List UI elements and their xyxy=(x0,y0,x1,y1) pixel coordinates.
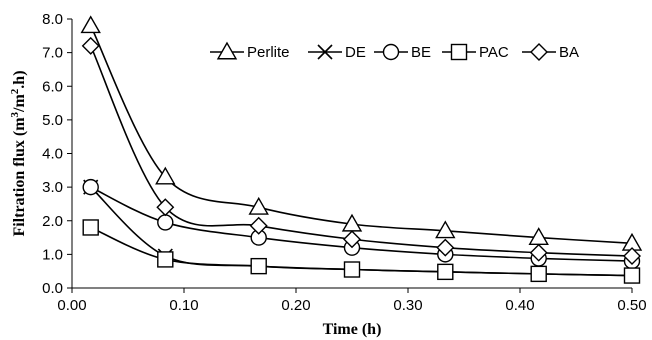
legend-label: PAC xyxy=(479,44,509,61)
y-tick-label: 1.0 xyxy=(42,246,63,263)
y-tick-label: 3.0 xyxy=(42,179,63,196)
y-axis-title: Filtration flux (m3/m2.h) xyxy=(9,70,28,236)
data-point-pac xyxy=(530,265,547,283)
data-point-be xyxy=(82,178,99,196)
x-tick-label: 0.50 xyxy=(617,297,646,314)
legend-marker xyxy=(450,43,468,61)
data-point-perlite xyxy=(155,166,176,185)
data-point-pac xyxy=(82,219,99,236)
legend-marker xyxy=(530,43,548,61)
legend-label: Perlite xyxy=(247,44,290,61)
y-tick-label: 8.0 xyxy=(42,11,63,28)
data-point-pac xyxy=(250,257,267,275)
y-tick-label: 4.0 xyxy=(42,146,63,163)
x-tick-label: 0.10 xyxy=(169,297,198,314)
legend-item-be: BE xyxy=(374,43,431,61)
data-point-pac xyxy=(437,263,454,281)
x-tick-label: 0.40 xyxy=(505,297,534,314)
series-pac xyxy=(82,219,641,284)
data-point-perlite xyxy=(435,220,456,239)
legend-marker xyxy=(317,44,333,60)
data-point-perlite xyxy=(80,15,101,34)
data-point-ba xyxy=(343,230,361,249)
legend-item-perlite: Perlite xyxy=(210,41,290,61)
legend-marker xyxy=(216,41,238,60)
y-tick-label: 0.0 xyxy=(42,280,63,297)
data-point-pac xyxy=(623,267,641,284)
x-axis-title: Time (h) xyxy=(323,321,382,338)
data-point-ba xyxy=(436,238,455,257)
y-tick-label: 2.0 xyxy=(42,213,63,230)
legend: Perlite DE BE PAC BA xyxy=(210,41,579,61)
x-tick-label: 0.30 xyxy=(393,297,422,314)
axes: 0.0 1.0 2.0 3.0 4.0 5.0 6.0 7.0 8.0 0.00 0.10 0.20 0… xyxy=(42,11,646,314)
legend-item-de: DE xyxy=(308,44,366,61)
y-tick-label: 6.0 xyxy=(42,78,63,95)
data-point-ba xyxy=(156,198,175,217)
data-point-ba xyxy=(81,36,100,55)
legend-label: BE xyxy=(411,44,431,61)
data-point-pac xyxy=(343,261,361,278)
data-point-ba xyxy=(249,216,268,235)
data-point-be xyxy=(157,214,174,231)
data-point-perlite xyxy=(248,196,269,215)
data-point-pac xyxy=(157,251,174,268)
legend-item-ba: BA xyxy=(522,43,579,61)
y-tick-label: 5.0 xyxy=(42,112,63,129)
legend-marker xyxy=(382,43,400,61)
data-point-ba xyxy=(529,243,548,262)
series-ba xyxy=(81,36,641,266)
y-tick-label: 7.0 xyxy=(42,45,63,62)
legend-item-pac: PAC xyxy=(442,43,509,61)
data-point-ba xyxy=(623,247,641,266)
x-tick-label: 0.20 xyxy=(281,297,310,314)
series-layer xyxy=(80,15,643,284)
x-tick-label: 0.00 xyxy=(57,297,86,314)
legend-label: BA xyxy=(559,44,579,61)
legend-label: DE xyxy=(345,44,366,61)
